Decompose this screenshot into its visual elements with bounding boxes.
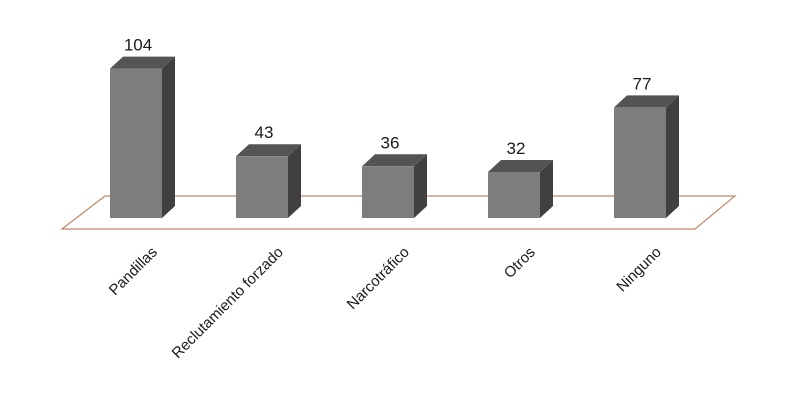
bar-top-face: [236, 144, 301, 157]
data-label: 36: [381, 133, 400, 152]
bar: [110, 56, 175, 219]
bar-front-face: [236, 156, 288, 218]
bar-side-face: [288, 144, 301, 218]
bar-top-face: [110, 56, 175, 69]
bars-group: [110, 56, 679, 219]
bar: [614, 95, 679, 218]
category-label: Otros: [501, 244, 539, 282]
bar-front-face: [614, 107, 666, 218]
bar-side-face: [666, 95, 679, 218]
data-label: 43: [255, 123, 274, 142]
bar-side-face: [540, 160, 553, 218]
chart-floor: [60, 195, 737, 230]
category-labels-group: Pandillas Reclutamiento forzado Narcotráfi…: [106, 244, 665, 362]
bar-side-face: [414, 154, 427, 218]
bar-side-face: [162, 56, 175, 219]
bar: [236, 144, 301, 218]
bar-front-face: [110, 68, 162, 218]
category-label: Ninguno: [613, 244, 665, 296]
data-labels-group: 104 43 36 32 77: [124, 36, 652, 158]
bar-top-face: [362, 154, 427, 167]
data-label: 32: [507, 139, 526, 158]
bar-top-face: [614, 95, 679, 108]
data-label: 104: [124, 36, 152, 55]
bar-top-face: [488, 160, 553, 173]
category-label: Pandillas: [106, 244, 161, 299]
category-label: Reclutamiento forzado: [169, 244, 287, 362]
category-label: Narcotráfico: [344, 244, 413, 313]
data-label: 77: [633, 74, 652, 93]
bar-front-face: [362, 166, 414, 218]
bar-front-face: [488, 172, 540, 218]
bar: [488, 160, 553, 218]
bar: [362, 154, 427, 218]
